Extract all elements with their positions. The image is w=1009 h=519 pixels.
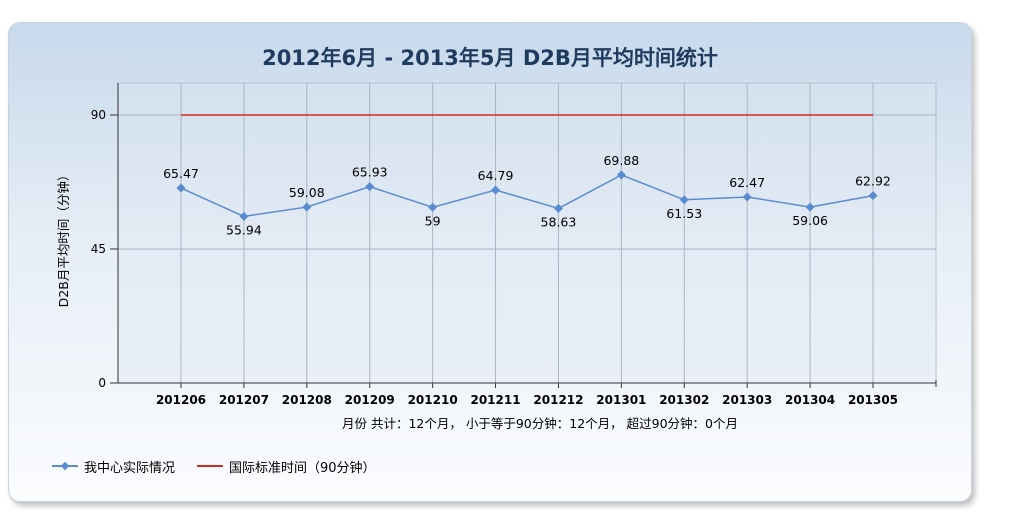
x-tick-label: 201301 — [596, 393, 646, 407]
x-axis-label: 月份 共计：12个月， 小于等于90分钟：12个月， 超过90分钟：0个月 — [342, 416, 738, 431]
x-tick-label: 201302 — [659, 393, 709, 407]
data-point — [805, 202, 815, 212]
x-tick-label: 201303 — [722, 393, 772, 407]
label-layer: 65.47 55.94 59.08 65.93 59 64.79 58.63 69.88 61.… — [163, 153, 891, 238]
data-label: 59.06 — [792, 213, 828, 228]
data-label: 65.47 — [163, 166, 199, 181]
y-axis-label: D2B月平均时间（分钟） — [56, 169, 71, 308]
y-tick-label: 45 — [91, 242, 106, 256]
legend-swatch-standard — [197, 460, 224, 472]
x-tick-label: 201212 — [533, 393, 583, 407]
x-tick-label: 201305 — [848, 393, 898, 407]
data-point — [679, 195, 689, 205]
x-tick-label: 201210 — [408, 393, 458, 407]
data-label: 59.08 — [289, 185, 325, 200]
data-label: 64.79 — [478, 168, 514, 183]
legend: 我中心实际情况 国际标准时间（90分钟） — [52, 456, 398, 476]
data-label: 69.88 — [603, 153, 639, 168]
x-tick-label: 201208 — [282, 393, 332, 407]
chart-title: 2012年6月 - 2013年5月 D2B月平均时间统计 — [262, 46, 718, 70]
data-point — [176, 183, 186, 193]
data-point — [365, 182, 375, 192]
legend-swatch-actual — [52, 460, 78, 472]
legend-label-actual: 我中心实际情况 — [84, 460, 176, 476]
data-point — [428, 202, 438, 212]
x-tick-label: 201206 — [156, 393, 206, 407]
axes: 0 45 90 201206 201207 201208 201209 201210 20121… — [91, 83, 937, 407]
y-tick-label: 90 — [91, 108, 106, 122]
data-label: 61.53 — [666, 206, 702, 221]
data-label: 62.92 — [855, 174, 891, 189]
plot-area — [117, 82, 937, 384]
data-point — [239, 211, 249, 221]
x-tick-label: 201207 — [219, 393, 269, 407]
series-line-actual — [180, 174, 874, 218]
data-point — [491, 185, 501, 195]
y-tick-label: 0 — [98, 376, 106, 390]
x-tick-label: 201209 — [345, 393, 395, 407]
x-tick-label: 201304 — [785, 393, 835, 407]
data-label: 62.47 — [729, 175, 765, 190]
data-point — [302, 202, 312, 212]
x-tick-label: 201211 — [470, 393, 520, 407]
legend-label-standard: 国际标准时间（90分钟） — [229, 460, 376, 476]
data-label: 58.63 — [541, 214, 577, 229]
data-label: 55.94 — [226, 222, 262, 237]
legend-item-standard[interactable]: 国际标准时间（90分钟） — [197, 457, 376, 476]
chart-panel — [8, 22, 972, 502]
series-layer — [176, 114, 878, 221]
legend-item-actual[interactable]: 我中心实际情况 — [52, 457, 175, 476]
data-label: 59 — [425, 213, 441, 228]
data-label: 65.93 — [352, 165, 388, 180]
